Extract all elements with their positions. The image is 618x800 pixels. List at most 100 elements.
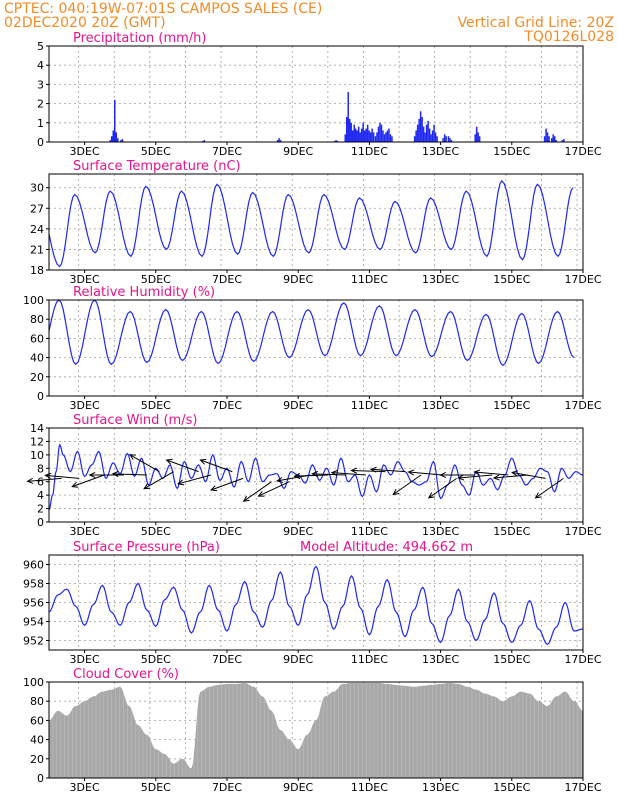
panel-pressure: Surface Pressure (hPa) Model Altitude: 49… [23, 540, 602, 666]
wind-arrow [534, 477, 564, 499]
precip-bar [380, 124, 383, 142]
panel-title-cloud: Cloud Cover (%) [73, 667, 179, 682]
x-tick-label-temp: 13DEC [422, 273, 459, 286]
precip-bar [388, 128, 390, 142]
precip-bar [546, 132, 549, 142]
y-tick-label-precip: 4 [37, 59, 44, 72]
precip-bar [203, 140, 206, 142]
x-tick-label-temp: 7DEC [212, 273, 242, 286]
wind-arrow [311, 470, 347, 478]
wind-arrow-head [350, 467, 358, 474]
wind-arrow [330, 469, 366, 477]
wind-arrow-shaft [210, 477, 244, 491]
wind-arrow-head [88, 471, 96, 479]
precip-bar [345, 117, 348, 142]
precip-bar [552, 134, 554, 142]
precip-bar [449, 138, 451, 142]
y-tick-label-pressure: 958 [23, 578, 44, 591]
wind-arrow-shaft [45, 474, 80, 479]
panel-rh: Relative Humidity (%) 0 20 40 60 80 100 3DEC 5DE… [23, 285, 602, 412]
wind-arrow-head [128, 454, 136, 460]
precip-bar [354, 128, 357, 142]
wind-arrow-shaft [27, 477, 62, 482]
precip-bar [478, 136, 481, 142]
precip-bar [445, 136, 447, 142]
x-tick-label-temp: 11DEC [351, 273, 388, 286]
series-line-rh [49, 300, 575, 367]
y-tick-label-wind: 2 [37, 503, 44, 516]
x-tick-label-wind: 7DEC [212, 525, 242, 538]
precip-bar [434, 132, 437, 142]
precip-bar [450, 140, 453, 142]
y-tick-label-pressure: 952 [23, 635, 44, 648]
x-tick-label-rh: 13DEC [422, 399, 459, 412]
y-tick-label-rh: 60 [30, 332, 44, 345]
precip-bar [356, 130, 358, 142]
wind-arrow-shaft [458, 474, 493, 479]
precip-bar [383, 134, 386, 142]
precip-bar [561, 140, 564, 142]
x-tick-label-temp: 3DEC [70, 273, 100, 286]
wind-arrow-head [369, 466, 377, 473]
precip-bar [335, 140, 337, 142]
precip-bar [115, 132, 118, 142]
precip-bar [433, 124, 435, 142]
y-tick-label-temp: 18 [30, 264, 44, 277]
precip-bar [436, 136, 438, 142]
precip-bar [553, 136, 556, 142]
x-tick-label-precip: 15DEC [493, 145, 530, 158]
wind-arrow-head [330, 469, 338, 477]
precip-bar [279, 140, 282, 142]
x-tick-label-pressure: 15DEC [493, 653, 530, 666]
wind-arrow [26, 477, 62, 484]
wind-arrow-shaft [512, 471, 546, 479]
y-tick-label-rh: 40 [30, 352, 44, 365]
y-tick-label-pressure: 954 [23, 616, 44, 629]
precip-bar [442, 138, 444, 142]
wind-arrow [209, 477, 244, 492]
x-tick-label-rh: 3DEC [70, 399, 100, 412]
wind-arrow [71, 474, 105, 488]
header-grid-note: Vertical Grid Line: 20Z [458, 15, 614, 31]
precip-bar [360, 128, 363, 142]
wind-arrow-shaft [428, 477, 457, 499]
wind-arrow-shaft [474, 471, 509, 476]
panel-frame-temp [48, 173, 584, 271]
precip-bar [348, 118, 351, 142]
wind-arrow [199, 458, 233, 473]
precip-bar [369, 132, 372, 142]
precip-bar [416, 124, 419, 142]
y-tick-label-temp: 27 [30, 202, 44, 215]
x-tick-label-wind: 15DEC [493, 525, 530, 538]
wind-arrow [492, 474, 528, 481]
y-tick-label-temp: 24 [30, 223, 44, 236]
x-tick-label-pressure: 5DEC [141, 653, 171, 666]
y-tick-label-cloud: 60 [30, 714, 44, 727]
panel-title-wind: Surface Wind (m/s) [73, 413, 197, 428]
precip-bar [363, 130, 366, 142]
wind-arrow-head [311, 470, 318, 478]
y-tick-label-rh: 80 [30, 313, 44, 326]
header-station: CPTEC: 040:19W-07:01S CAMPOS SALES (CE) [4, 1, 322, 17]
x-tick-label-wind: 5DEC [141, 525, 171, 538]
wind-arrow-shaft [392, 474, 422, 495]
precip-bar [430, 134, 432, 142]
x-tick-label-precip: 17DEC [564, 145, 601, 158]
precip-bar [545, 128, 547, 142]
precip-bar [109, 140, 112, 142]
x-tick-label-wind: 13DEC [422, 525, 459, 538]
precip-bar [379, 122, 381, 142]
precip-bar [424, 132, 426, 142]
x-tick-label-wind: 11DEC [351, 525, 388, 538]
x-tick-label-wind: 17DEC [564, 525, 601, 538]
wind-arrow [369, 466, 406, 473]
x-tick-label-cloud: 13DEC [422, 781, 459, 794]
plot-area-pressure [49, 565, 583, 646]
precip-bar [351, 130, 354, 142]
panel-title-precip: Precipitation (mm/h) [73, 31, 206, 46]
wind-arrow-head [209, 485, 218, 492]
wind-arrow-head [457, 474, 465, 481]
y-tick-label-rh: 0 [37, 390, 44, 403]
wind-arrow-shaft [112, 473, 147, 476]
